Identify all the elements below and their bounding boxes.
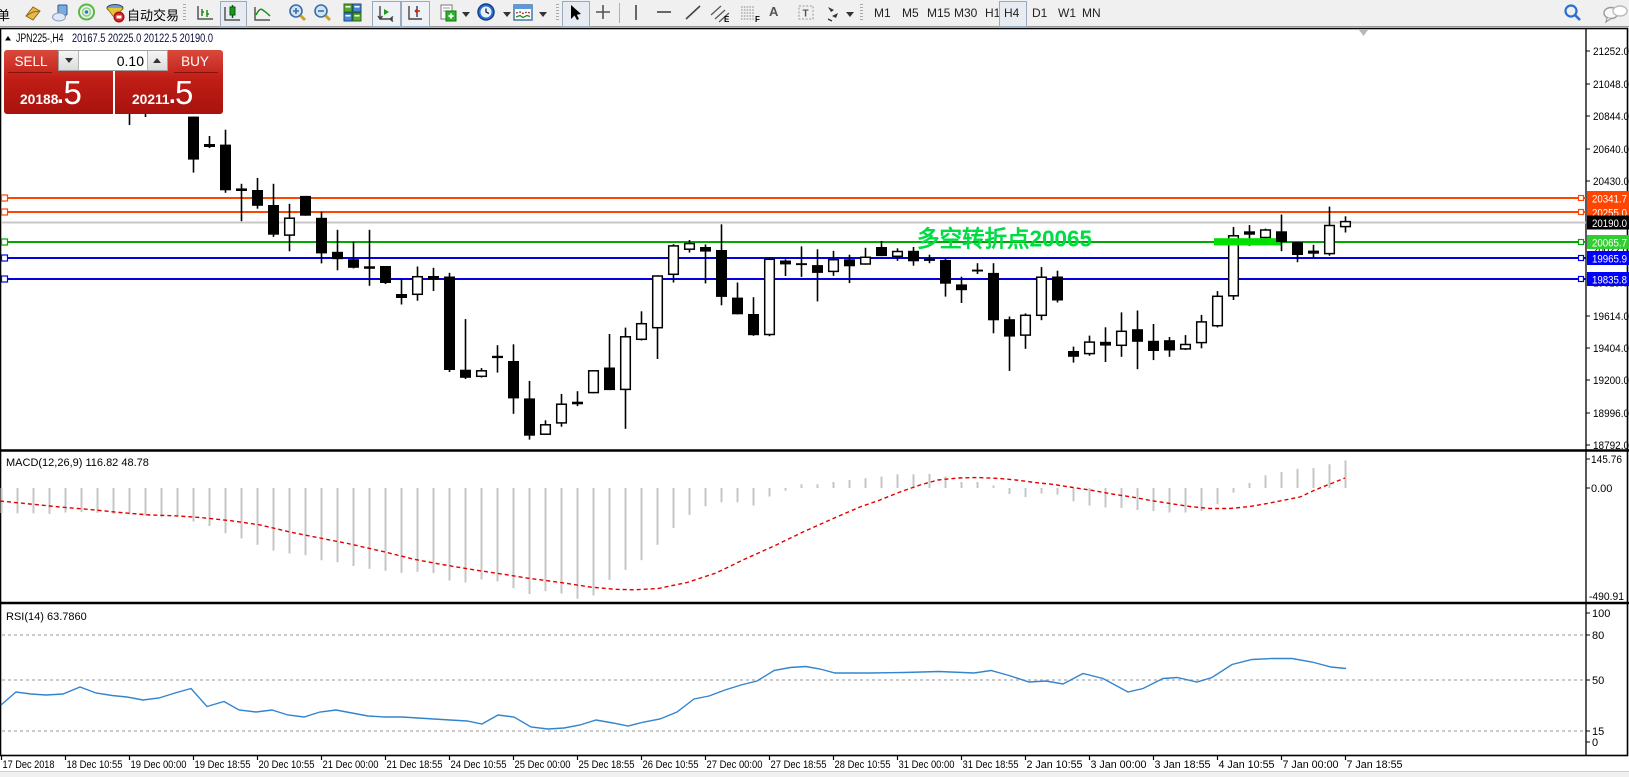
svg-text:28 Dec 10:55: 28 Dec 10:55	[835, 759, 891, 771]
svg-text:-490.91: -490.91	[1589, 591, 1624, 603]
svg-text:145.76: 145.76	[1591, 454, 1622, 466]
svg-text:3 Jan 00:00: 3 Jan 00:00	[1091, 759, 1147, 771]
svg-text:E: E	[724, 15, 730, 24]
svg-text:20065.7: 20065.7	[1592, 238, 1627, 250]
svg-text:27 Dec 00:00: 27 Dec 00:00	[707, 759, 763, 771]
svg-text:7 Jan 18:55: 7 Jan 18:55	[1347, 759, 1403, 771]
svg-text:20430.0: 20430.0	[1593, 176, 1629, 188]
svg-text:18996.0: 18996.0	[1593, 408, 1629, 420]
svg-text:15: 15	[1592, 726, 1604, 738]
svg-text:20341.7: 20341.7	[1592, 194, 1627, 206]
svg-text:19 Dec 00:00: 19 Dec 00:00	[131, 759, 187, 771]
svg-text:F: F	[755, 15, 760, 24]
svg-text:2 Jan 10:55: 2 Jan 10:55	[1027, 759, 1083, 771]
svg-text:17 Dec 2018: 17 Dec 2018	[3, 759, 55, 771]
svg-text:26 Dec 10:55: 26 Dec 10:55	[643, 759, 699, 771]
svg-text:19835.8: 19835.8	[1592, 275, 1627, 287]
svg-text:100: 100	[1592, 608, 1610, 620]
svg-text:50: 50	[1592, 675, 1604, 687]
svg-text:27 Dec 18:55: 27 Dec 18:55	[771, 759, 827, 771]
svg-text:0.00: 0.00	[1591, 483, 1612, 495]
svg-text:20844.0: 20844.0	[1593, 111, 1629, 123]
svg-text:19965.9: 19965.9	[1592, 254, 1627, 266]
svg-text:19404.0: 19404.0	[1593, 343, 1629, 355]
svg-text:MACD(12,26,9) 116.82 48.78: MACD(12,26,9) 116.82 48.78	[6, 457, 149, 469]
svg-text:0: 0	[1592, 737, 1598, 749]
svg-text:3 Jan 18:55: 3 Jan 18:55	[1155, 759, 1211, 771]
svg-text:21 Dec 18:55: 21 Dec 18:55	[387, 759, 443, 771]
svg-text:80: 80	[1592, 630, 1604, 642]
svg-text:19200.0: 19200.0	[1593, 375, 1629, 387]
svg-text:21 Dec 00:00: 21 Dec 00:00	[323, 759, 379, 771]
svg-text:20190.0: 20190.0	[1592, 218, 1627, 230]
svg-text:20640.0: 20640.0	[1593, 144, 1629, 156]
svg-text:31 Dec 00:00: 31 Dec 00:00	[899, 759, 955, 771]
svg-text:21048.0: 21048.0	[1593, 79, 1629, 91]
svg-text:31 Dec 18:55: 31 Dec 18:55	[963, 759, 1019, 771]
svg-text:7 Jan 00:00: 7 Jan 00:00	[1283, 759, 1339, 771]
svg-text:18 Dec 10:55: 18 Dec 10:55	[67, 759, 123, 771]
svg-text:20167.5 20225.0 20122.5 20190.: 20167.5 20225.0 20122.5 20190.0	[72, 33, 213, 45]
svg-text:多空转折点20065: 多空转折点20065	[917, 226, 1092, 252]
svg-text:JPN225-,H4: JPN225-,H4	[16, 33, 64, 45]
svg-text:18792.0: 18792.0	[1593, 440, 1629, 452]
svg-text:4 Jan 10:55: 4 Jan 10:55	[1219, 759, 1275, 771]
svg-text:T: T	[803, 9, 809, 20]
svg-text:24 Dec 10:55: 24 Dec 10:55	[451, 759, 507, 771]
svg-text:25 Dec 18:55: 25 Dec 18:55	[579, 759, 635, 771]
svg-text:19614.0: 19614.0	[1593, 311, 1629, 323]
svg-text:19 Dec 18:55: 19 Dec 18:55	[195, 759, 251, 771]
svg-text:RSI(14) 63.7860: RSI(14) 63.7860	[6, 611, 87, 623]
svg-text:25 Dec 00:00: 25 Dec 00:00	[515, 759, 571, 771]
svg-text:20 Dec 10:55: 20 Dec 10:55	[259, 759, 315, 771]
svg-text:21252.0: 21252.0	[1593, 46, 1629, 58]
